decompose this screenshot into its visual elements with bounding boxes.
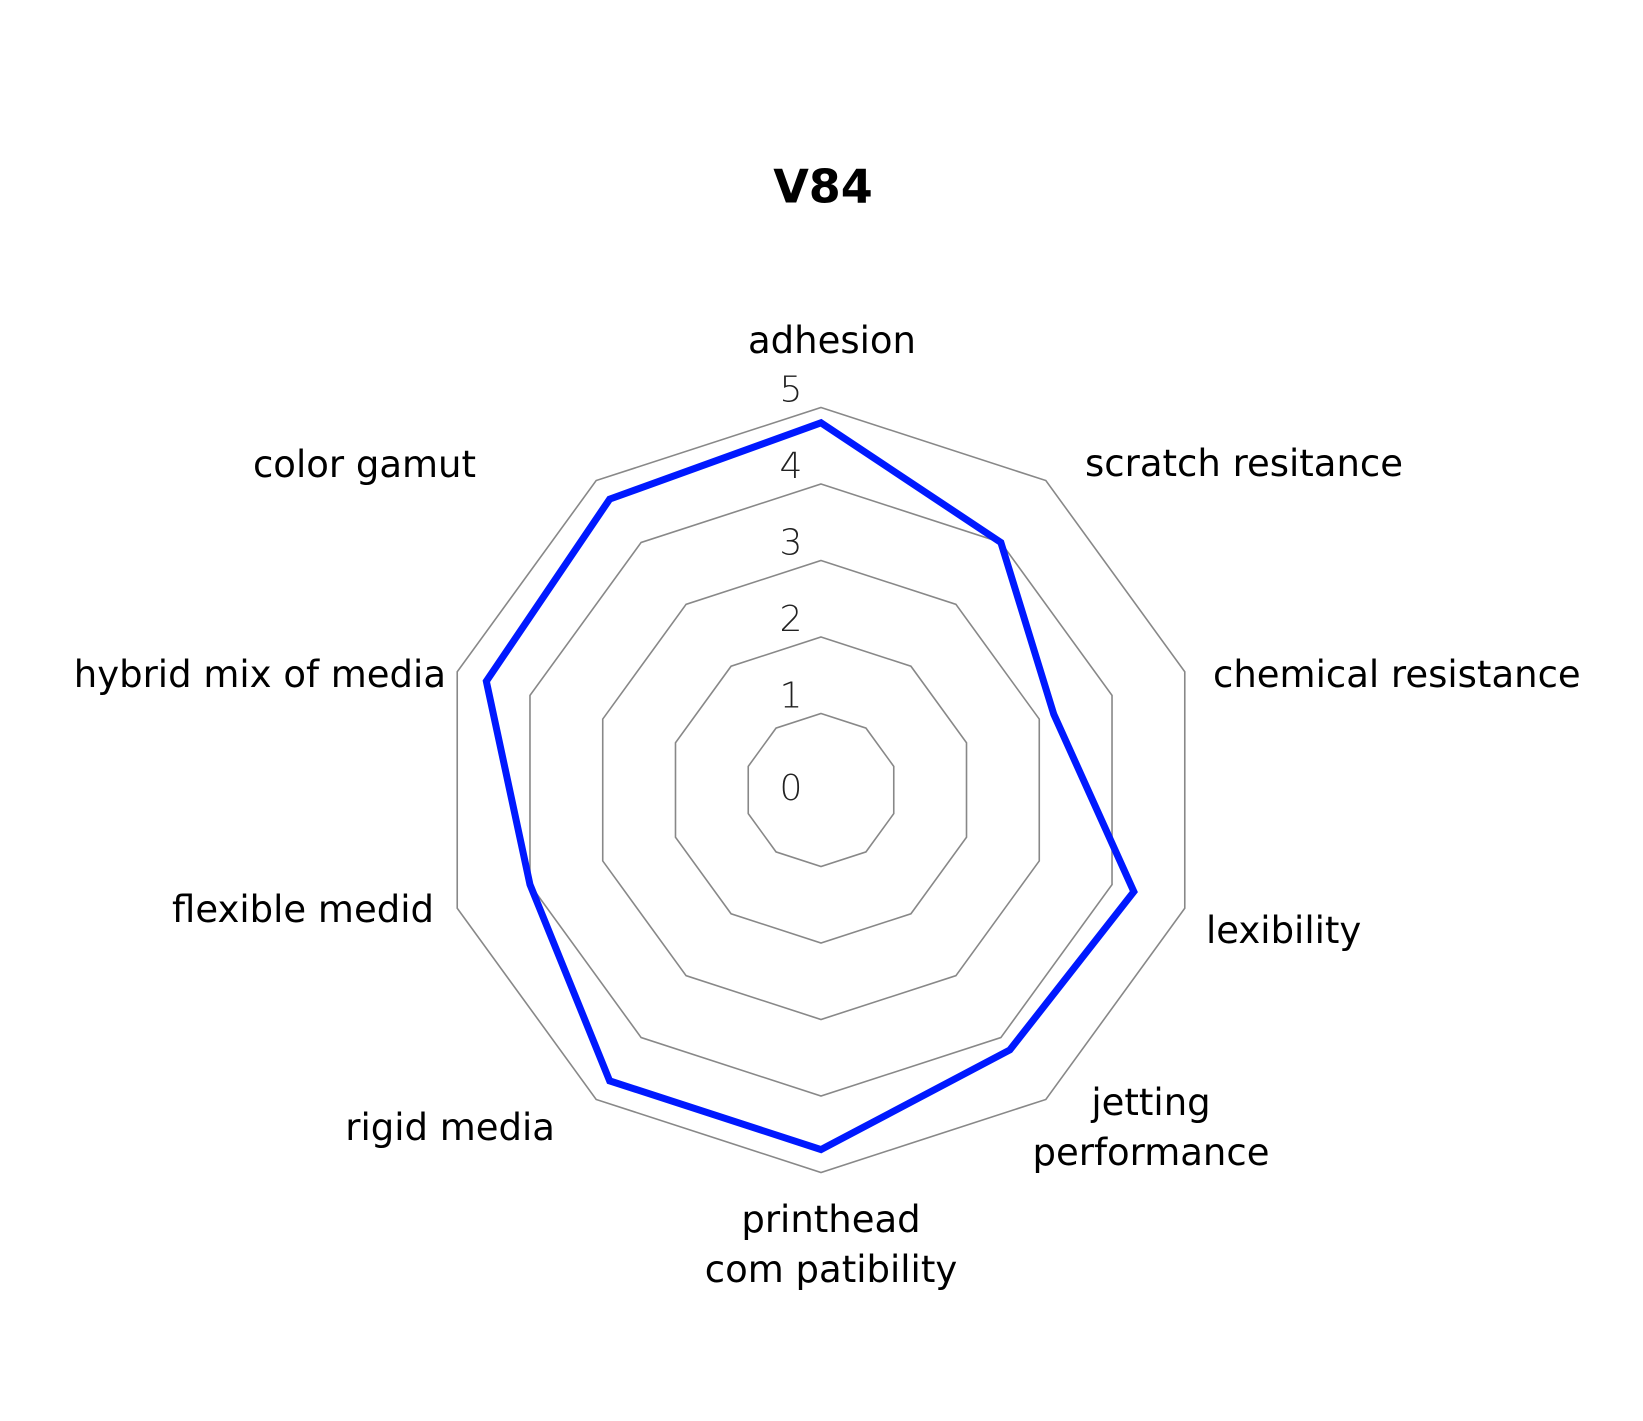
grid-ring-3 [601, 559, 1041, 1021]
axis-label-line: adhesion [748, 319, 916, 362]
grid-ring-2 [674, 636, 968, 944]
axis-label-line: color gamut [253, 443, 476, 486]
series-layer [482, 418, 1138, 1154]
axis-label-line: hybrid mix of media [74, 653, 446, 696]
axis-label: rigid media [345, 1106, 555, 1149]
axis-label: hybrid mix of media [74, 653, 446, 696]
axis-label: color gamut [253, 443, 476, 486]
grid-ring-5 [456, 406, 1186, 1174]
grid-ring-4 [529, 483, 1113, 1097]
radial-tick-labels: 0 1 2 3 4 5 [780, 370, 803, 810]
axis-label-line: rigid media [345, 1106, 555, 1149]
radial-tick-label: 4 [780, 446, 803, 487]
axis-label: flexible medid [172, 888, 434, 931]
axis-labels: adhesion scratch resitance chemical resist… [74, 319, 1581, 1291]
radial-tick-label: 2 [780, 599, 803, 640]
radial-tick-label: 3 [780, 523, 803, 564]
radial-tick-label: 0 [780, 768, 803, 809]
axis-label: jetting performance [1033, 1081, 1270, 1174]
axis-label-line: scratch resitance [1085, 442, 1403, 485]
axis-label-line: printhead [741, 1198, 920, 1241]
grid-ring-1 [747, 712, 895, 868]
axis-label-line: chemical resistance [1213, 653, 1581, 696]
axis-label: scratch resitance [1085, 442, 1403, 485]
axis-label: printhead com patibility [705, 1198, 957, 1291]
axis-label: lexibility [1206, 909, 1361, 952]
axis-label-line: lexibility [1206, 909, 1361, 952]
radial-tick-label: 5 [780, 370, 803, 411]
axis-label-line: jetting [1090, 1081, 1210, 1124]
chart-title: V84 [773, 160, 873, 214]
axis-label-line: flexible medid [172, 888, 434, 931]
axis-label-line: com patibility [705, 1248, 957, 1291]
radial-tick-label: 1 [780, 676, 803, 717]
axis-label: adhesion [748, 319, 916, 362]
series-line [482, 418, 1138, 1154]
grid-rings [456, 406, 1186, 1174]
axis-label: chemical resistance [1213, 653, 1581, 696]
axis-label-line: performance [1033, 1131, 1270, 1174]
